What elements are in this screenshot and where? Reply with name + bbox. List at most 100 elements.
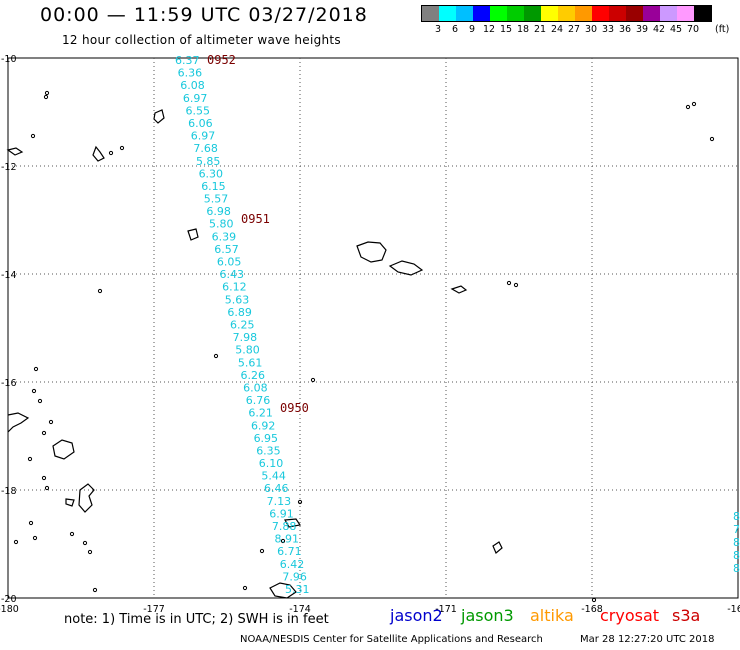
colorbar-swatch [541,6,558,21]
island-outline [269,582,297,599]
colorbar-swatch [507,6,524,21]
island-dot [108,150,114,156]
island-dot [97,288,103,294]
island-dot [41,475,47,481]
swh-value: 6.10 [259,457,284,470]
swh-value: 6.43 [220,268,245,281]
swh-value: 7.68 [193,142,218,155]
swh-value: 5.80 [235,344,260,357]
colorbar-swatch [524,6,541,21]
island-dot [119,145,125,151]
island-outline [450,285,468,294]
map-title: 00:00 — 11:59 UTC 03/27/2018 [40,4,368,26]
colorbar-tick-label: 6 [451,24,459,35]
latitude-label: -20 [1,594,17,605]
swh-value: 5.57 [204,193,229,206]
swh-value: 6.97 [183,92,208,105]
colorbar-tick-label: 15 [499,24,513,35]
island-outline [92,145,105,162]
legend-satellite-jason3: jason3 [461,606,514,625]
swh-value: 7 [733,523,740,536]
island-outline [187,228,199,241]
island-dot [31,388,37,394]
swh-value: 6.08 [243,381,268,394]
units-note: note: 1) Time is in UTC; 2) SWH is in fe… [64,612,329,627]
map-frame [7,57,739,599]
colorbar-swatch [439,6,456,21]
swh-value: 8 [733,562,740,575]
map-axis-labels: -180 -177 -174 -171 -168 -165 -10 -12 -14 -16 -18 -… [0,54,740,615]
swh-value: 6.12 [222,281,247,294]
longitude-label: -177 [143,604,165,615]
swh-value: 5.31 [285,583,310,596]
swh-value: 6.37 [175,54,200,67]
island-dot [43,94,49,100]
swh-value: 6.95 [254,432,278,445]
longitude-label: -174 [289,604,311,615]
island-dot [506,280,512,286]
pass-time-label: 0951 [241,212,270,226]
island-dot [44,90,50,96]
island-outline [153,109,165,124]
latitude-label: -16 [1,378,17,389]
latitude-label: -18 [1,486,17,497]
colorbar-swatch [592,6,609,21]
colorbar-swatch [422,6,439,21]
legend-satellite-jason2: jason2 [390,606,443,625]
swh-value: 6.76 [246,394,271,407]
island-outline [6,147,24,156]
swh-value: 6.35 [256,444,281,457]
island-dot [32,535,38,541]
island-dot [213,353,219,359]
island-outline [356,241,387,263]
colorbar-swatch [643,6,660,21]
generated-timestamp: Mar 28 12:27:20 UTC 2018 [580,634,715,645]
island-dot [13,539,19,545]
colorbar-tick-label: 70 [686,24,700,35]
island-outline [65,498,75,507]
island-outline [388,260,424,276]
swh-value: 5.85 [196,155,221,168]
pass-time-label: 0950 [280,401,309,415]
colorbar-swatch [575,6,592,21]
colorbar-tick-label: 3 [434,24,442,35]
swh-value: 6.26 [240,369,265,382]
swh-value: 8 [733,510,740,523]
altimeter-track: 6.376.366.086.976.556.066.977.685.856.30… [175,54,310,596]
colorbar-swatch [677,6,694,21]
colorbar-swatch [609,6,626,21]
swh-value: 7.96 [282,570,307,583]
colorbar-tick-label: 24 [550,24,564,35]
swh-value: 6.42 [280,558,305,571]
swh-value: 7.98 [233,331,258,344]
swh-value: 8 [733,536,740,549]
swh-value: 6.98 [206,205,231,218]
island-outline [7,412,30,433]
island-dot [691,101,697,107]
swh-value: 6.39 [212,230,237,243]
latitude-label: -12 [1,162,17,173]
island-dot [69,531,75,537]
island-dot [297,499,303,505]
island-dot [709,136,715,142]
island-outline [284,518,302,528]
pass-time-label: 0952 [207,53,236,67]
swh-value: 6.08 [180,79,205,92]
colorbar-tick-label: 36 [618,24,632,35]
island-dot [242,585,248,591]
swh-value: 6.91 [269,507,294,520]
legend-satellite-s3a: s3a [672,606,701,625]
swh-value: 7.88 [272,520,297,533]
swh-value: 6.06 [188,117,213,130]
island-outline [52,439,75,460]
colorbar-tick-label: 12 [482,24,496,35]
longitude-label: -171 [435,604,457,615]
credit-line: NOAA/NESDIS Center for Satellite Applica… [240,634,543,645]
swh-value: 8.91 [275,533,300,546]
island-outline [78,483,95,513]
island-dot [44,485,50,491]
swh-value: 6.15 [201,180,226,193]
swh-value: 6.97 [191,130,216,143]
